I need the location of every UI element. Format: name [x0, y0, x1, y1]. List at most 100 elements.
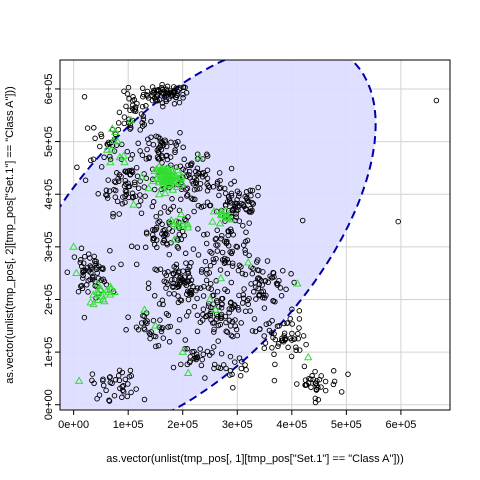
x-axis-label: as.vector(unlist(tmp_pos[, 1][tmp_pos["S… — [106, 453, 403, 465]
data-point-triangle — [104, 287, 113, 296]
data-point-circle — [127, 107, 133, 113]
data-point-circle — [232, 317, 238, 323]
data-point-circle — [213, 235, 219, 242]
data-point-circle — [143, 103, 149, 109]
data-point-circle — [195, 226, 201, 232]
data-point-circle — [238, 264, 244, 270]
data-point-circle — [177, 129, 183, 136]
data-point-circle — [184, 192, 191, 198]
data-point-circle — [133, 164, 140, 171]
data-point-circle — [243, 205, 249, 212]
data-point-circle — [312, 395, 319, 402]
data-point-circle — [229, 263, 236, 269]
data-point-circle — [215, 338, 221, 344]
data-point-circle — [252, 328, 259, 335]
data-point-circle — [127, 156, 134, 162]
data-point-triangle — [140, 305, 149, 313]
data-point-circle — [195, 252, 202, 258]
data-point-circle — [195, 202, 202, 209]
data-point-circle — [224, 329, 231, 335]
data-point-circle — [228, 332, 235, 339]
data-point-circle — [228, 192, 235, 199]
data-point-circle — [114, 170, 120, 176]
data-point-circle — [217, 267, 224, 273]
data-point-circle — [216, 170, 223, 176]
data-point-triangle — [194, 152, 204, 161]
data-point-circle — [164, 156, 171, 163]
data-point-circle — [107, 247, 113, 254]
data-point-circle — [283, 286, 289, 293]
data-point-circle — [184, 185, 191, 192]
data-point-circle — [214, 248, 221, 254]
ellipse-layer — [60, 60, 377, 410]
data-point-circle — [146, 330, 152, 336]
data-point-circle — [135, 140, 141, 147]
data-point-circle — [226, 309, 232, 316]
data-point-circle — [94, 395, 100, 402]
data-point-circle — [167, 206, 174, 213]
data-point-circle — [200, 293, 207, 299]
data-point-triangle — [100, 296, 109, 305]
data-point-circle — [236, 292, 242, 299]
data-point-circle — [144, 320, 150, 326]
data-point-circle — [145, 285, 152, 291]
data-point-circle — [233, 214, 239, 220]
data-point-circle — [154, 87, 161, 94]
data-point-circle — [207, 280, 214, 287]
data-point-circle — [217, 315, 224, 321]
data-point-circle — [144, 146, 150, 153]
data-point-triangle — [161, 188, 170, 197]
data-point-circle — [223, 328, 229, 334]
data-point-triangle — [209, 206, 219, 215]
x-tick-label: 4e+05 — [276, 419, 307, 431]
data-point-circle — [294, 381, 300, 387]
data-point-circle — [133, 324, 140, 330]
data-point-circle — [275, 341, 282, 347]
data-point-circle — [254, 275, 261, 282]
data-point-circle — [164, 83, 171, 90]
data-point-circle — [239, 300, 246, 306]
data-point-circle — [123, 181, 129, 187]
data-point-circle — [184, 346, 190, 352]
data-point-circle — [175, 245, 182, 251]
y-tick-label: 4e+05 — [43, 179, 55, 210]
data-point-circle — [159, 89, 165, 96]
data-point-circle — [107, 156, 114, 163]
data-point-circle — [270, 270, 277, 276]
data-point-circle — [82, 253, 88, 260]
data-point-circle — [263, 321, 270, 327]
data-point-circle — [200, 351, 207, 358]
data-point-circle — [211, 361, 218, 368]
data-point-circle — [161, 204, 168, 210]
data-point-triangle — [154, 189, 164, 198]
data-point-circle — [237, 372, 244, 379]
data-point-circle — [228, 181, 234, 187]
data-point-circle — [110, 210, 116, 217]
data-point-circle — [171, 101, 178, 107]
data-point-circle — [183, 217, 189, 224]
data-point-circle — [203, 277, 210, 284]
data-point-circle — [64, 269, 71, 275]
data-point-circle — [227, 226, 234, 232]
data-point-circle — [204, 153, 211, 159]
data-point-circle — [322, 378, 329, 385]
data-point-circle — [207, 248, 213, 255]
data-point-circle — [165, 324, 171, 330]
data-point-circle — [90, 156, 97, 162]
data-point-circle — [176, 99, 183, 106]
data-point-circle — [226, 306, 233, 312]
data-point-triangle — [157, 171, 166, 180]
data-point-circle — [239, 270, 246, 277]
data-point-circle — [105, 177, 111, 183]
data-point-circle — [240, 222, 246, 229]
data-point-circle — [141, 326, 148, 333]
data-point-circle — [210, 344, 217, 350]
data-point-circle — [274, 323, 281, 329]
data-point-circle — [222, 286, 228, 293]
data-point-triangle — [172, 182, 182, 190]
data-point-triangle — [166, 215, 176, 224]
data-point-circle — [257, 326, 263, 332]
x-tick-label: 3e+05 — [222, 419, 253, 431]
data-point-circle — [158, 139, 165, 146]
